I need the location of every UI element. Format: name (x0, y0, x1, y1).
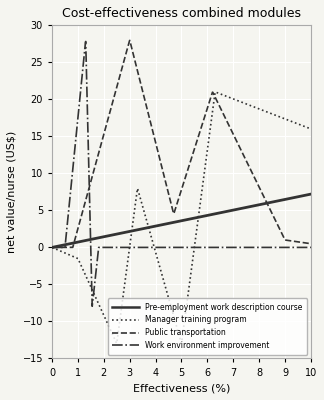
Y-axis label: net value/nurse (US$): net value/nurse (US$) (7, 131, 17, 253)
Legend: Pre-employment work description course, Manager training program, Public transpo: Pre-employment work description course, … (108, 298, 307, 355)
X-axis label: Effectiveness (%): Effectiveness (%) (133, 383, 230, 393)
Title: Cost-effectiveness combined modules: Cost-effectiveness combined modules (62, 7, 301, 20)
